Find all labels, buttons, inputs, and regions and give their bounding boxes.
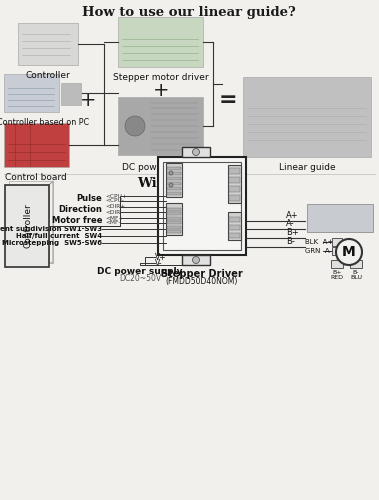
Text: Microstepping  SW5-SW6: Microstepping SW5-SW6: [2, 240, 102, 246]
Text: RED: RED: [330, 275, 343, 280]
Bar: [307, 204, 373, 232]
Bar: [350, 260, 362, 268]
Text: Current subdivision SW1-SW3: Current subdivision SW1-SW3: [0, 226, 102, 232]
Bar: [182, 147, 210, 157]
Text: M: M: [342, 245, 356, 259]
Text: B-: B-: [353, 270, 359, 275]
Text: Controller: Controller: [26, 71, 70, 80]
Text: BLU: BLU: [350, 275, 362, 280]
Bar: [229, 216, 240, 222]
Text: Half/full current  SW4: Half/full current SW4: [16, 233, 102, 239]
Bar: [167, 176, 181, 180]
Bar: [61, 83, 81, 105]
Bar: [229, 177, 240, 183]
Text: Stepper motor driver: Stepper motor driver: [113, 73, 209, 82]
Text: V-: V-: [155, 258, 163, 268]
Text: DC power supply: DC power supply: [97, 267, 183, 276]
Text: +: +: [80, 90, 96, 110]
Text: B-: B-: [286, 237, 295, 246]
Bar: [167, 226, 181, 228]
Text: Direction: Direction: [58, 205, 102, 214]
Text: +: +: [153, 80, 169, 100]
Bar: [229, 168, 240, 174]
Circle shape: [193, 148, 199, 156]
Bar: [9, 185, 49, 263]
Bar: [331, 260, 343, 268]
Bar: [167, 212, 181, 215]
Text: <CPU+: <CPU+: [105, 194, 127, 198]
Text: DC20~50V: DC20~50V: [119, 274, 161, 283]
Bar: [167, 166, 181, 170]
Bar: [4, 123, 69, 167]
Text: Stepper Driver: Stepper Driver: [161, 269, 243, 279]
Text: (FMDD50D40NOM): (FMDD50D40NOM): [166, 277, 238, 286]
Bar: [332, 238, 342, 246]
Text: <MF+: <MF+: [105, 216, 124, 220]
Bar: [167, 221, 181, 224]
Bar: [167, 192, 181, 195]
Bar: [166, 163, 182, 197]
Bar: [118, 97, 203, 155]
Bar: [167, 186, 181, 190]
Text: Wire Diagram: Wire Diagram: [137, 177, 241, 190]
Bar: [163, 162, 241, 250]
Text: <DIR+: <DIR+: [105, 204, 125, 210]
Bar: [18, 23, 78, 65]
Text: Pulse: Pulse: [76, 194, 102, 203]
Text: B+: B+: [332, 270, 342, 275]
Text: A+: A+: [286, 211, 299, 220]
Bar: [118, 17, 203, 67]
Bar: [182, 255, 210, 265]
Bar: [167, 208, 181, 210]
Text: A-: A-: [286, 219, 294, 228]
Text: B+: B+: [286, 228, 299, 237]
Bar: [229, 224, 240, 230]
Text: GRN  A-: GRN A-: [305, 248, 332, 254]
Circle shape: [169, 171, 173, 175]
Bar: [158, 157, 246, 255]
Bar: [4, 74, 59, 112]
Bar: [5, 185, 49, 267]
Bar: [9, 181, 53, 263]
Bar: [332, 247, 342, 255]
Circle shape: [125, 116, 145, 136]
Text: <CPU-: <CPU-: [105, 198, 124, 203]
Text: =: =: [219, 90, 237, 110]
Bar: [167, 230, 181, 233]
Bar: [167, 182, 181, 185]
Bar: [166, 203, 182, 235]
Text: V+: V+: [155, 252, 167, 262]
Bar: [229, 232, 240, 238]
Text: <DIR-: <DIR-: [105, 210, 122, 214]
Bar: [167, 216, 181, 220]
Bar: [229, 195, 240, 201]
Circle shape: [193, 256, 199, 264]
Text: Controller: Controller: [23, 204, 33, 248]
Text: Control board: Control board: [5, 173, 67, 182]
Bar: [167, 172, 181, 175]
Bar: [243, 77, 371, 157]
Text: Linear guide: Linear guide: [279, 163, 335, 172]
Bar: [229, 186, 240, 192]
Text: How to use our linear guide?: How to use our linear guide?: [82, 6, 296, 19]
Text: Controller based on PC: Controller based on PC: [0, 118, 89, 127]
Circle shape: [336, 239, 362, 265]
Text: <MF-: <MF-: [105, 220, 121, 226]
Text: Motor free: Motor free: [52, 216, 102, 225]
Bar: [228, 165, 241, 203]
Circle shape: [169, 183, 173, 187]
Text: BLK  A+: BLK A+: [305, 239, 333, 245]
Text: DC power supply: DC power supply: [122, 163, 198, 172]
Bar: [228, 212, 241, 240]
